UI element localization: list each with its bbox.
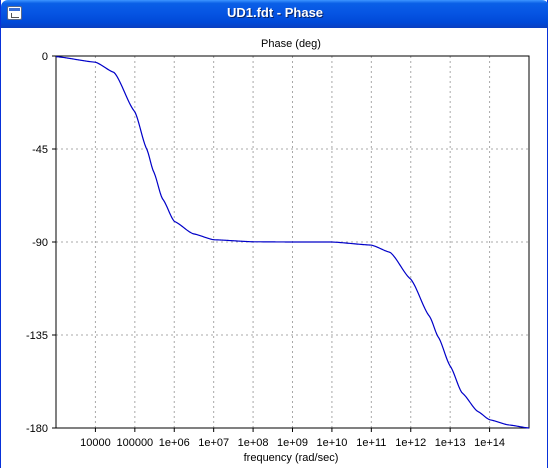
- x-axis-label: frequency (rad/sec): [244, 452, 339, 464]
- x-tick-label: 100000: [116, 437, 153, 449]
- x-tick-label: 1e+08: [238, 437, 269, 449]
- x-tick-label: 10000: [80, 437, 111, 449]
- x-tick-label: 1e+09: [277, 437, 308, 449]
- phase-series-line: [55, 56, 530, 429]
- chart-area: Phase (deg) frequency (rad/sec) 0 -45 -90 -…: [1, 28, 548, 468]
- x-tick-label: 1e+10: [316, 437, 347, 449]
- x-tick-label: 1e+11: [356, 437, 386, 449]
- title-bar[interactable]: UD1.fdt - Phase: [1, 0, 548, 28]
- window-app-icon[interactable]: [7, 6, 22, 20]
- phase-chart: Phase (deg) frequency (rad/sec) 0 -45 -90 -…: [26, 38, 530, 464]
- window-title: UD1.fdt - Phase: [226, 5, 324, 20]
- x-axis: 10000 100000 1e+06 1e+07 1e+08 1e+09 1e+10 1e+1…: [80, 428, 505, 449]
- x-tick-label: 1e+06: [159, 437, 190, 449]
- x-tick-label: 1e+14: [474, 437, 505, 449]
- y-axis: 0 -45 -90 -135 -180: [26, 51, 56, 435]
- x-tick-label: 1e+13: [435, 437, 466, 449]
- y-tick-label: -180: [26, 423, 48, 435]
- x-tick-label: 1e+12: [395, 437, 426, 449]
- y-tick-label: -45: [32, 144, 48, 156]
- y-tick-label: 0: [42, 51, 48, 63]
- y-tick-label: -90: [32, 237, 48, 249]
- chart-title: Phase (deg): [261, 38, 321, 50]
- y-tick-label: -135: [26, 330, 48, 342]
- x-tick-label: 1e+07: [198, 437, 229, 449]
